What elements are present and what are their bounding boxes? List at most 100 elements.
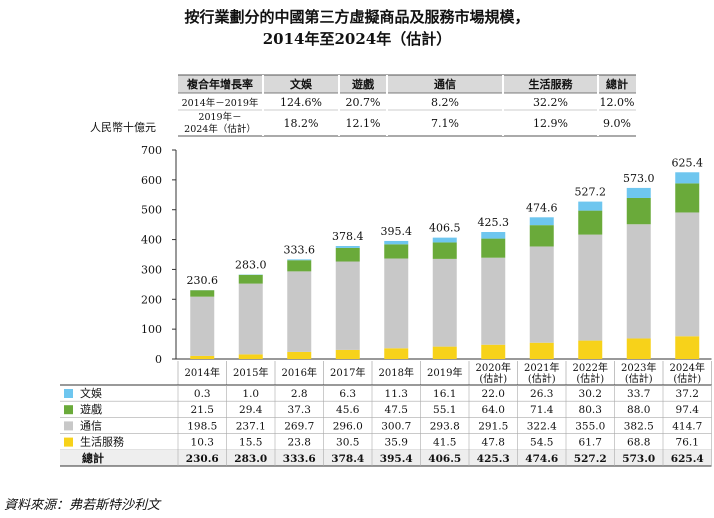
cagr-value: 12.0%: [600, 96, 635, 109]
cagr-value: 8.2%: [431, 96, 459, 109]
table-cell: 68.8: [627, 437, 650, 449]
total-label: 474.6: [526, 201, 558, 214]
table-cell: 15.5: [239, 437, 262, 449]
table-cell: 322.4: [527, 420, 557, 432]
y-tick-label: 200: [141, 293, 162, 306]
bar-生活服務: [481, 344, 506, 359]
bar-生活服務: [626, 338, 651, 359]
bar-遊戲: [190, 290, 215, 297]
table-cell: 88.0: [627, 404, 650, 416]
total-label: 425.3: [478, 216, 510, 229]
bar-遊戲: [335, 247, 360, 262]
chart-title-line2: 2014年至2024年（估計）: [262, 30, 452, 48]
bar-通信: [190, 296, 215, 356]
x-tick-label: 2014年: [185, 366, 220, 379]
x-tick-label: 2015年: [233, 366, 268, 379]
source-note: 資料來源：弗若斯特沙利文: [4, 498, 161, 513]
table-total-cell: 406.5: [428, 453, 461, 465]
x-tick-label: 2024年: [670, 361, 705, 374]
bar-文娛: [384, 240, 409, 245]
table-cell: 47.8: [482, 437, 505, 449]
table-total-cell: 573.0: [622, 453, 655, 465]
cagr-period-2-line2: 2024年（估計）: [184, 123, 256, 135]
x-tick-label-sub: (估計): [479, 372, 507, 385]
table-total-cell: 230.6: [186, 453, 219, 465]
cagr-period-2-line1: 2019年－: [198, 111, 241, 123]
bar-文娛: [675, 172, 700, 184]
table-total-cell: 425.3: [477, 453, 510, 465]
cagr-value: 124.6%: [280, 96, 322, 109]
total-label: 406.5: [429, 222, 461, 235]
table-total-cell: 527.2: [574, 453, 607, 465]
legend-label: 遊戲: [80, 402, 102, 416]
table-cell: 76.1: [676, 437, 699, 449]
table-cell: 300.7: [381, 420, 411, 432]
cagr-header-bg: [178, 75, 636, 93]
x-tick-label: 2019年: [427, 366, 462, 379]
x-tick-label: 2023年: [621, 361, 656, 374]
table-cell: 23.8: [288, 437, 311, 449]
bar-文娛: [335, 246, 360, 248]
table-cell: 29.4: [239, 404, 263, 416]
bar-文娛: [578, 201, 603, 211]
legend-label: 總計: [82, 451, 104, 465]
bar-生活服務: [384, 348, 409, 359]
table-total-cell: 625.4: [671, 453, 704, 465]
table-cell: 355.0: [575, 420, 605, 432]
table-cell: 35.9: [385, 437, 408, 449]
x-tick-label: 2017年: [330, 366, 365, 379]
table-total-cell: 395.4: [380, 453, 413, 465]
table-cell: 382.5: [624, 420, 654, 432]
bar-遊戲: [578, 210, 603, 235]
bar-生活服務: [432, 346, 457, 359]
y-tick-label: 500: [141, 204, 162, 217]
cagr-col-1: 文娛: [290, 77, 312, 91]
bar-文娛: [481, 232, 506, 239]
cagr-col-2: 遊戲: [352, 77, 375, 91]
legend-swatch-通信: [64, 421, 73, 431]
x-tick-label-sub: (估計): [625, 372, 653, 385]
bar-遊戲: [432, 242, 457, 259]
bar-生活服務: [238, 354, 263, 359]
table-cell: 55.1: [433, 404, 456, 416]
table-cell: 16.1: [433, 388, 456, 400]
legend-label: 生活服務: [80, 435, 124, 449]
table-cell: 296.0: [333, 420, 363, 432]
bar-文娛: [626, 187, 651, 198]
legend-swatch-生活服務: [64, 437, 73, 447]
cagr-value: 7.1%: [431, 117, 459, 130]
table-total-cell: 283.0: [234, 453, 267, 465]
table-cell: 80.3: [579, 404, 602, 416]
bar-通信: [335, 261, 360, 350]
x-tick-label-sub: (估計): [528, 372, 556, 385]
total-label: 395.4: [381, 225, 413, 238]
total-row-bg: [60, 449, 712, 466]
bar-遊戲: [675, 183, 700, 213]
bar-通信: [384, 258, 409, 349]
table-total-cell: 378.4: [331, 453, 364, 465]
table-cell: 414.7: [672, 420, 702, 432]
y-tick-label: 700: [141, 144, 162, 157]
x-tick-label: 2020年: [476, 361, 511, 374]
table-cell: 0.3: [194, 388, 211, 400]
legend-label: 文娛: [80, 386, 102, 400]
table-cell: 10.3: [191, 437, 214, 449]
bar-生活服務: [335, 349, 360, 359]
bar-遊戲: [384, 244, 409, 259]
total-label: 625.4: [672, 156, 704, 169]
table-cell: 61.7: [579, 437, 602, 449]
y-tick-label: 600: [141, 174, 162, 187]
bar-通信: [675, 212, 700, 337]
chart-title-line1: 按行業劃分的中國第三方虛擬商品及服務市場規模，: [184, 8, 530, 26]
x-tick-label: 2022年: [573, 361, 608, 374]
table-cell: 293.8: [430, 420, 460, 432]
bar-遊戲: [481, 238, 506, 258]
cagr-value: 20.7%: [346, 96, 381, 109]
bar-通信: [238, 283, 263, 355]
table-cell: 237.1: [236, 420, 266, 432]
y-tick-label: 100: [141, 323, 162, 336]
x-tick-label: 2016年: [282, 366, 317, 379]
table-cell: 41.5: [433, 437, 456, 449]
cagr-col-3: 通信: [434, 77, 456, 91]
